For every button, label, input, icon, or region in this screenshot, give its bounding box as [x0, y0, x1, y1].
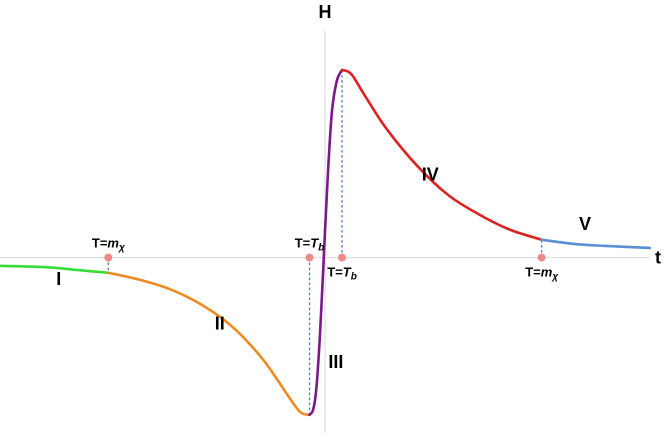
guide-lines — [107, 70, 543, 415]
curve-region-iv — [340, 68, 543, 241]
curve-region-i — [0, 264, 110, 275]
region-label-iv: IV — [422, 164, 439, 184]
x-axis-label: t — [655, 248, 661, 268]
marker-label-2: T=Tb — [295, 236, 325, 254]
marker-label-3: T=Tb — [327, 265, 357, 283]
marker-point-3 — [338, 253, 347, 262]
region-label-ii: II — [215, 313, 225, 333]
marker-label-4: T=mχ — [525, 265, 558, 283]
curve-region-v — [540, 238, 652, 250]
marker-label-1: T=mχ — [92, 236, 125, 254]
marker-point-4 — [537, 253, 546, 262]
y-axis-label: H — [319, 2, 332, 22]
marker-point-1 — [104, 253, 113, 262]
region-label-v: V — [579, 214, 591, 234]
marker-points — [104, 253, 546, 262]
curve-region-iii — [308, 68, 344, 417]
curve-region-ii — [107, 271, 311, 417]
curves — [0, 68, 652, 417]
region-label-iii: III — [328, 352, 343, 372]
marker-point-2 — [305, 253, 314, 262]
region-label-i: I — [56, 269, 61, 289]
